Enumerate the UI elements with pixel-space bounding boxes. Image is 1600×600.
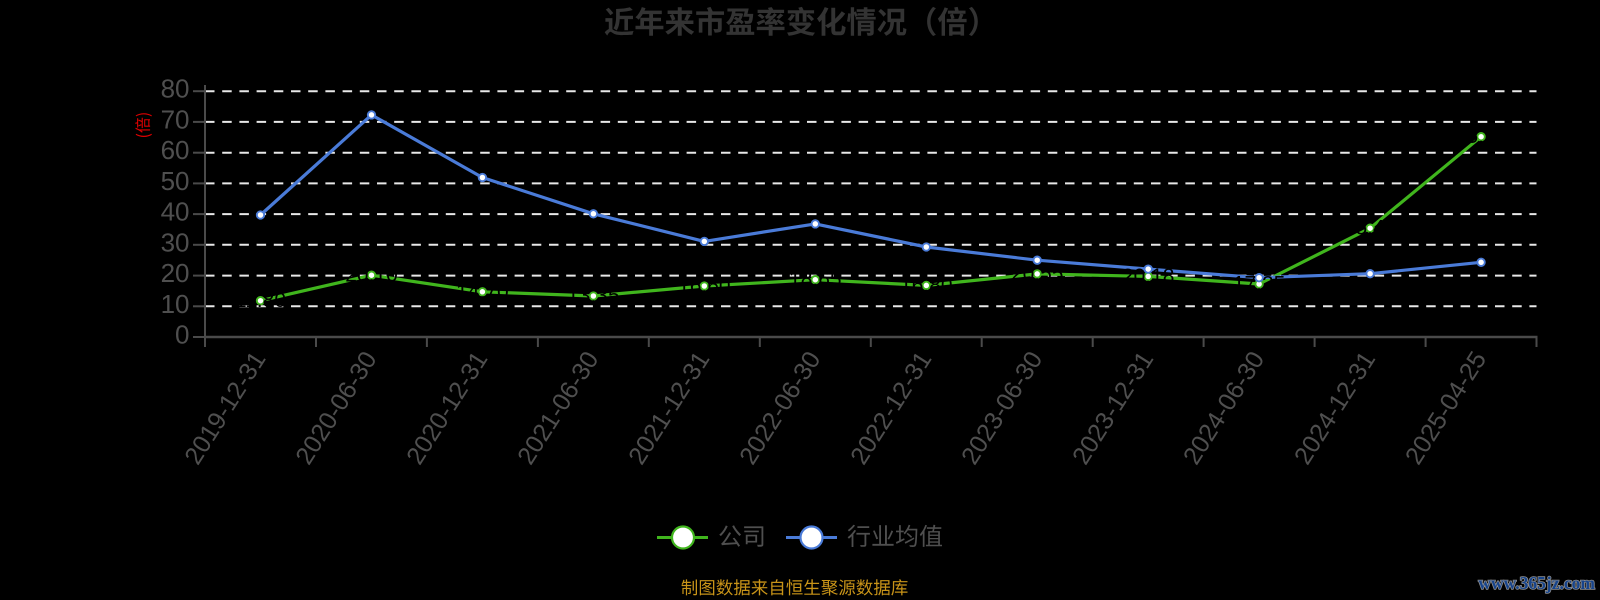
svg-text:50: 50 xyxy=(161,166,190,196)
svg-text:20.10: 20.10 xyxy=(345,264,398,287)
svg-text:65.20: 65.20 xyxy=(1455,125,1508,148)
svg-text:20: 20 xyxy=(161,258,190,288)
svg-text:20.18: 20.18 xyxy=(1122,265,1175,288)
svg-text:16.60: 16.60 xyxy=(678,275,731,298)
svg-text:www.365jz.com: www.365jz.com xyxy=(1478,573,1595,593)
svg-text:0: 0 xyxy=(175,320,189,350)
svg-text:60: 60 xyxy=(161,135,190,165)
svg-text:35.40: 35.40 xyxy=(1344,217,1397,240)
svg-text:40: 40 xyxy=(161,197,190,227)
svg-text:13.35: 13.35 xyxy=(567,285,620,308)
svg-text:70: 70 xyxy=(161,104,190,134)
svg-text:17.25: 17.25 xyxy=(1233,273,1286,296)
svg-text:80: 80 xyxy=(161,74,190,104)
svg-text:20.55: 20.55 xyxy=(1011,262,1064,285)
svg-text:14.70: 14.70 xyxy=(456,280,509,303)
svg-text:16.80: 16.80 xyxy=(900,274,953,297)
svg-text:30: 30 xyxy=(161,227,190,257)
svg-text:18.65: 18.65 xyxy=(789,268,842,291)
svg-text:10: 10 xyxy=(161,289,190,319)
svg-text:11.80: 11.80 xyxy=(235,289,286,312)
